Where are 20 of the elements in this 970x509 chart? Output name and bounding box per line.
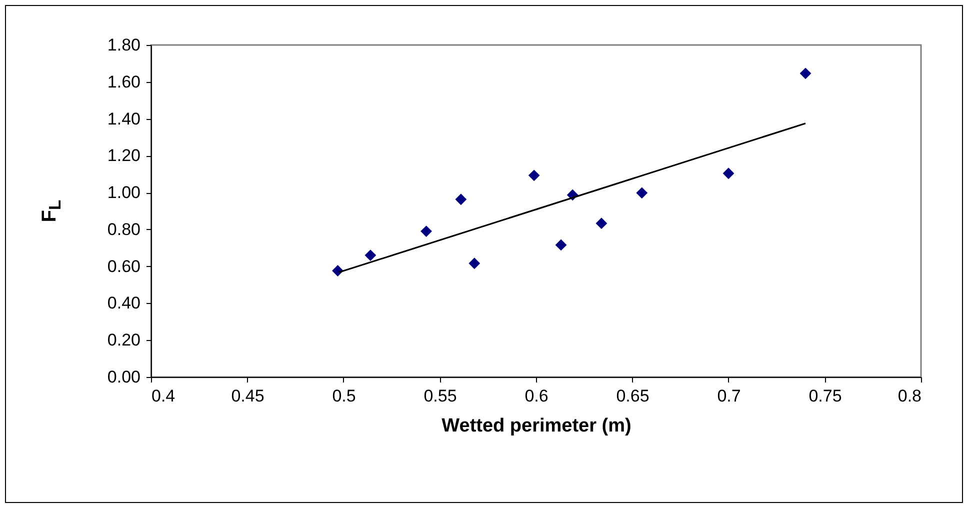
- x-tick-label: 0.45: [231, 386, 264, 406]
- x-tick-label: 0.65: [616, 386, 650, 406]
- x-tick-label: 0.8: [898, 386, 922, 406]
- x-tick-label: 0.75: [808, 386, 842, 406]
- y-tick-label: 0.60: [107, 256, 140, 276]
- y-tick-label: 1.40: [107, 109, 140, 128]
- y-tick-label: 1.00: [107, 183, 140, 202]
- y-tick-label: 1.60: [107, 72, 140, 92]
- y-tick-label: 0.20: [107, 330, 140, 350]
- y-tick-label: 0.40: [107, 294, 140, 313]
- x-tick-label: 0.4: [152, 386, 176, 406]
- y-tick-label: 1.80: [107, 36, 140, 54]
- y-tick-label: 0.00: [107, 368, 140, 386]
- y-tick-label: 1.20: [107, 146, 140, 166]
- x-tick-label: 0.5: [332, 386, 356, 406]
- x-axis-title: Wetted perimeter (m): [442, 416, 632, 436]
- y-tick-label: 0.80: [107, 220, 140, 239]
- x-tick-label: 0.55: [424, 386, 457, 406]
- x-tick-label: 0.6: [524, 386, 548, 406]
- x-tick-label: 0.7: [717, 386, 741, 406]
